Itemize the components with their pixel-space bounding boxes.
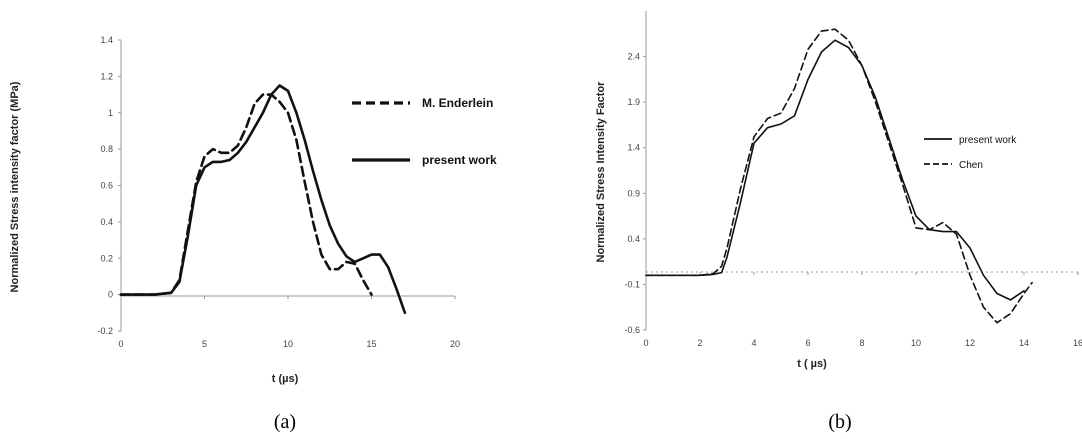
x-tick-label: 0 [118, 339, 123, 349]
y-tick-label: 1.2 [100, 71, 113, 81]
y-tick-label: -0.1 [624, 279, 640, 289]
x-tick-label: 15 [366, 339, 376, 349]
x-tick-label: 6 [805, 338, 810, 348]
legend-label: M. Enderlein [422, 96, 493, 110]
x-tick-label: 10 [911, 338, 921, 348]
x-tick-label: 16 [1073, 338, 1082, 348]
x-tick-label: 10 [283, 339, 293, 349]
x-tick-label: 0 [643, 338, 648, 348]
series-line-m-enderlein [119, 93, 373, 296]
y-tick-label: 0.4 [100, 217, 113, 227]
y-tick-label: 0.9 [627, 188, 640, 198]
y-tick-label: 2.4 [627, 52, 640, 62]
y-tick-label: 1 [108, 108, 113, 118]
x-axis-label: t (µs) [272, 373, 299, 385]
series-line-chen [645, 28, 1033, 324]
y-tick-label: 1.9 [627, 97, 640, 107]
panel-label: (b) [828, 411, 851, 433]
y-axis-label: Normalized Stress Intensity Factor [595, 81, 607, 263]
y-tick-label: 0.6 [100, 181, 113, 191]
legend-label: Chen [959, 160, 983, 171]
panel-label: (a) [274, 411, 296, 433]
y-tick-label: -0.6 [624, 325, 640, 335]
x-tick-label: 14 [1019, 338, 1029, 348]
y-tick-label: 0.2 [100, 253, 113, 263]
x-tick-label: 2 [697, 338, 702, 348]
x-tick-label: 20 [450, 339, 460, 349]
x-tick-label: 5 [202, 339, 207, 349]
y-tick-label: 1.4 [627, 143, 640, 153]
legend-label: present work [959, 135, 1017, 146]
x-tick-label: 4 [751, 338, 756, 348]
x-axis-label: t ( µs) [797, 358, 827, 370]
chart-b: -0.6 -0.1 0.4 0.9 1.4 1.9 2.4 0 2 4 6 8 10 12 14 16 Norm… [595, 11, 1082, 433]
series-line-present-work [645, 39, 1025, 301]
y-tick-label: 1.4 [100, 35, 113, 45]
legend-label: present work [422, 153, 497, 167]
series-line-present-work [119, 84, 407, 315]
chart-a: -0.2 0 0.2 0.4 0.6 0.8 1 1.2 1.4 0 5 10 15 20 Normaliz… [9, 35, 497, 433]
y-tick-label: 0.8 [100, 144, 113, 154]
y-axis-label: Normalized Stress intensity factor (MPa) [9, 81, 21, 292]
y-tick-label: -0.2 [97, 326, 113, 336]
y-tick-label: 0.4 [627, 234, 640, 244]
x-tick-label: 8 [859, 338, 864, 348]
x-tick-label: 12 [965, 338, 975, 348]
y-tick-label: 0 [108, 290, 113, 300]
